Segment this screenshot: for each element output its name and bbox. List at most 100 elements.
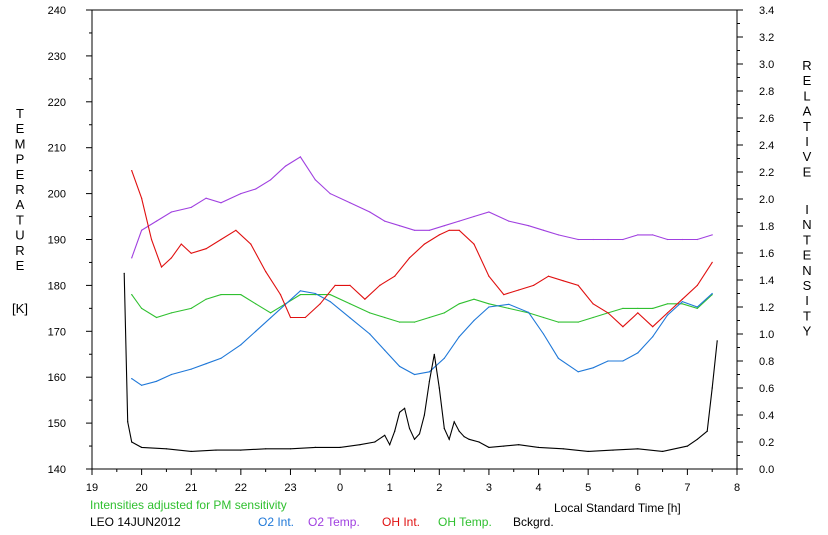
data-point: [399, 225, 401, 227]
data-point: [473, 319, 475, 322]
data-point: [413, 438, 416, 440]
data-point: [518, 289, 520, 291]
data-point: [131, 294, 133, 296]
data-point: [716, 340, 718, 342]
data-point: [666, 314, 669, 316]
data-point: [577, 284, 579, 286]
pm-sensitivity-note: Intensities adjusted for PM sensitivity: [90, 498, 287, 512]
data-point: [438, 387, 440, 389]
y-left-tick-label: 180: [48, 280, 66, 292]
y-left-label-letter: R: [15, 243, 24, 258]
x-tick-label: 2: [436, 482, 442, 494]
data-point: [190, 307, 192, 309]
data-point: [542, 316, 545, 319]
data-point: [587, 450, 589, 452]
data-point: [299, 290, 301, 292]
data-point: [141, 229, 143, 231]
data-point: [547, 275, 550, 277]
data-point: [408, 257, 411, 259]
data-point: [284, 165, 287, 167]
data-point: [141, 307, 143, 309]
y-right-label-letter: I: [805, 293, 809, 308]
y-left-tick-label: 210: [48, 143, 66, 155]
data-point: [413, 321, 416, 323]
data-point: [389, 444, 391, 446]
data-point: [443, 357, 445, 359]
data-point: [329, 294, 331, 296]
data-point: [413, 373, 416, 376]
data-point: [131, 257, 133, 259]
data-point: [542, 229, 545, 231]
data-point: [131, 441, 133, 443]
y-right-label-letter: L: [803, 88, 810, 103]
legend-entry: Bckgrd.: [513, 515, 554, 529]
data-point: [141, 384, 143, 386]
y-right-label-letter: T: [803, 119, 811, 134]
data-point: [711, 292, 713, 295]
data-point: [329, 301, 331, 303]
x-tick-label: 4: [535, 482, 541, 494]
y-left-label-letter: E: [16, 167, 25, 182]
station-label: LEO 14JUN2012: [90, 515, 181, 529]
data-point: [433, 353, 435, 355]
y-right-tick-label: 1.6: [759, 248, 774, 260]
data-point: [127, 421, 129, 423]
x-tick-label: 21: [185, 482, 197, 494]
data-point: [329, 193, 331, 195]
y-right-label-letter: N: [802, 217, 811, 232]
data-point: [155, 316, 158, 319]
data-point: [652, 336, 654, 338]
y-left-label-letter: R: [15, 182, 24, 197]
plot-area: [91, 9, 738, 470]
data-point: [681, 301, 684, 303]
data-point: [488, 211, 490, 213]
data-point: [319, 303, 321, 305]
data-point: [666, 238, 669, 241]
data-point: [289, 448, 292, 450]
data-point: [384, 220, 386, 222]
data-point: [190, 252, 192, 254]
series-line-o2-temp: [131, 156, 713, 259]
x-tick-label: 1: [387, 482, 393, 494]
data-point: [458, 303, 460, 305]
y-left-tick-label: 160: [48, 372, 66, 384]
data-point: [622, 238, 624, 241]
data-point: [364, 298, 366, 300]
data-point: [533, 284, 535, 286]
legend-entry: OH Temp.: [438, 515, 492, 529]
y-left-tick-label: 220: [48, 97, 66, 109]
data-point: [399, 321, 401, 323]
x-tick-label: 6: [635, 482, 641, 494]
data-point: [557, 357, 560, 359]
data-point: [180, 243, 182, 245]
series-layer: [123, 156, 718, 452]
data-point: [150, 238, 153, 241]
x-tick-label: 20: [135, 482, 147, 494]
data-point: [443, 312, 445, 314]
y-right-label-letter: E: [803, 164, 812, 179]
data-point: [374, 441, 376, 443]
data-point: [681, 303, 684, 305]
data-point: [349, 284, 351, 286]
data-point: [160, 266, 163, 268]
data-point: [349, 317, 351, 319]
data-point: [622, 360, 624, 362]
data-point: [394, 275, 396, 277]
data-point: [528, 225, 530, 227]
y-right-label-letter: N: [802, 263, 811, 278]
data-point: [518, 444, 520, 446]
data-point: [220, 238, 222, 241]
data-point: [503, 294, 505, 296]
y-right-label-letter: I: [805, 134, 809, 149]
data-point: [508, 303, 510, 305]
data-point: [170, 312, 172, 314]
y-left-unit: [K]: [12, 301, 28, 316]
series-line-oh-temp: [131, 294, 713, 323]
data-point: [637, 448, 639, 450]
data-point: [711, 261, 713, 263]
data-point: [205, 248, 207, 250]
data-point: [220, 202, 222, 204]
y-left-label-letter: P: [16, 152, 25, 167]
data-point: [557, 234, 560, 236]
